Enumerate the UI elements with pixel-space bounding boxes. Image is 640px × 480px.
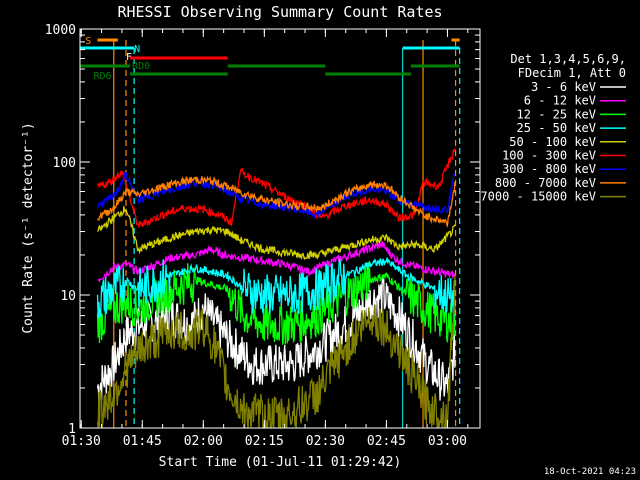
flare-flag-label: F [126,52,132,63]
legend-header-line-1: Det 1,3,4,5,6,9, [510,52,626,66]
axis-layer: 01:30 01:45 02:00 02:15 02:30 02:45 03:00 1 10 10… [45,23,480,449]
rd0-flag-label: RD0 [132,61,150,72]
footer-date: 18-Oct-2021 04:23 [544,467,636,477]
rd6-flag-label: RD6 [93,71,111,82]
series-line-5 [96,148,456,228]
x-tick-label-6: 03:00 [428,434,467,449]
legend-label-6: 300 - 800 keV [502,162,596,176]
series-line-2 [96,261,456,345]
legend-label-5: 100 - 300 keV [502,149,596,163]
series-line-0 [96,275,456,403]
night-flag-label: N [134,44,140,55]
series-line-8 [96,275,456,430]
saa-flag-label: S [85,36,91,47]
legend-label-3: 25 - 50 keV [517,121,596,135]
legend-header-line-2: FDecim 1, Att 0 [518,66,626,80]
y-axis-label: Count Rate (s⁻¹ detector⁻¹) [21,122,36,333]
plot-frame [79,28,481,429]
legend-label-4: 50 - 100 keV [509,135,596,149]
y-tick-label-3: 1000 [45,23,76,38]
chart-title: RHESSI Observing Summary Count Rates [117,3,442,21]
series-line-3 [96,257,456,319]
x-axis-label: Start Time (01-Jul-11 01:29:42) [159,455,402,470]
y-tick-label-0: 1 [68,422,76,437]
legend-label-8: 7000 - 15000 keV [480,190,596,204]
y-tick-label-2: 100 [53,156,76,171]
x-tick-label-3: 02:15 [245,434,284,449]
series-layer [96,148,456,430]
x-tick-label-0: 01:30 [62,434,101,449]
legend-label-0: 3 - 6 keV [531,80,596,94]
legend-label-7: 800 - 7000 keV [495,176,596,190]
legend: Det 1,3,4,5,6,9, FDecim 1, Att 0 3 - 6 k… [480,52,626,204]
x-tick-label-4: 02:30 [306,434,345,449]
series-line-4 [97,206,456,261]
series-line-6 [96,171,456,220]
x-tick-label-1: 01:45 [123,434,162,449]
series-line-1 [97,241,456,283]
legend-label-2: 12 - 25 keV [517,107,596,121]
legend-label-1: 6 - 12 keV [524,94,596,108]
x-tick-label-2: 02:00 [184,434,223,449]
x-tick-label-5: 02:45 [367,434,406,449]
series-line-7 [97,175,456,228]
y-tick-label-1: 10 [60,289,76,304]
